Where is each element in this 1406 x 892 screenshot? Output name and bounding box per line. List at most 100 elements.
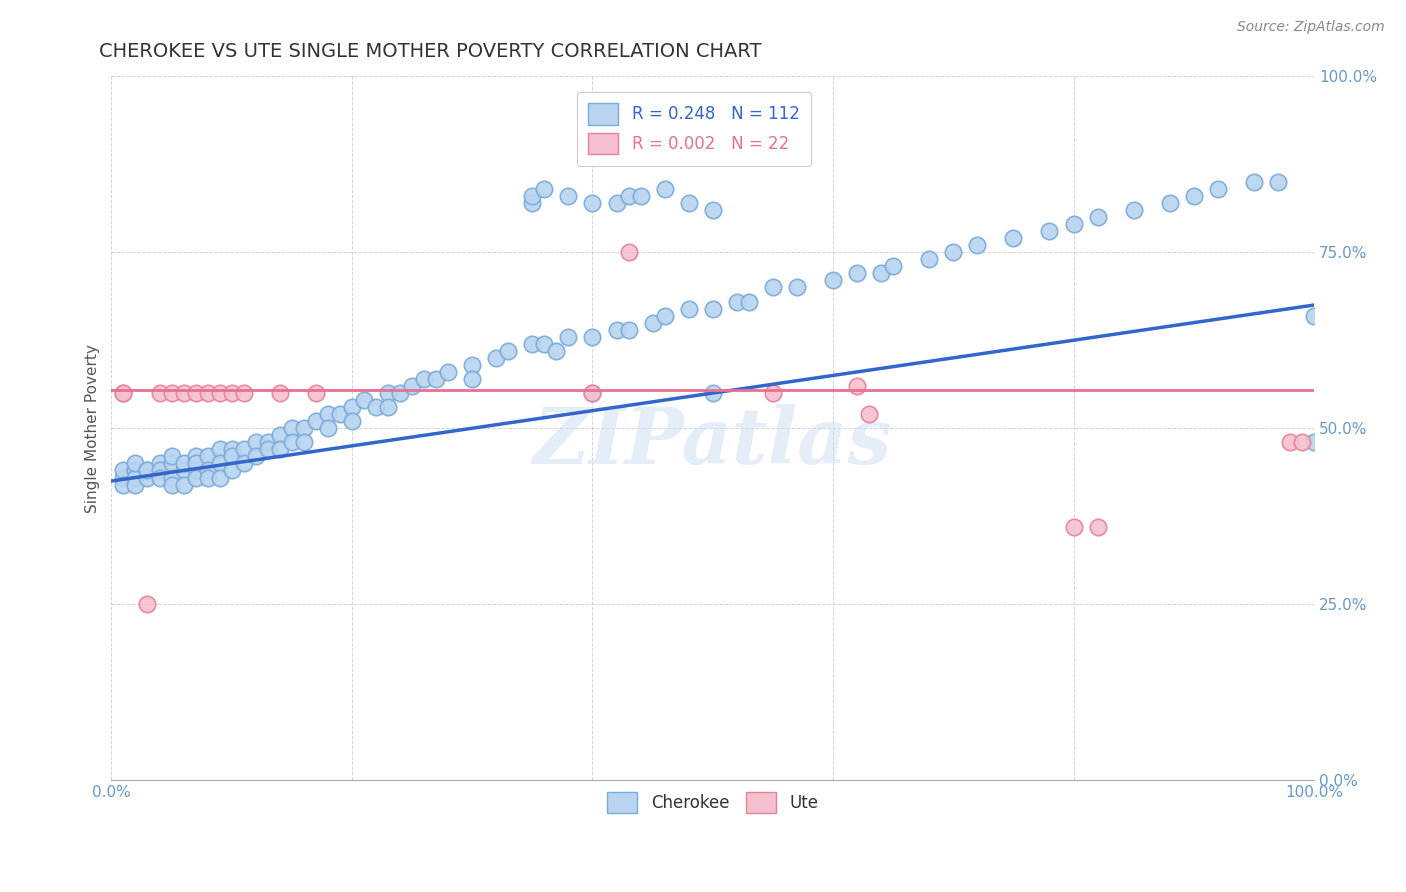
Point <box>1002 231 1025 245</box>
Point <box>124 463 146 477</box>
Point <box>846 266 869 280</box>
Point <box>112 463 135 477</box>
Point <box>401 379 423 393</box>
Point <box>197 450 219 464</box>
Point <box>617 323 640 337</box>
Point <box>112 477 135 491</box>
Point <box>316 407 339 421</box>
Point <box>485 351 508 365</box>
Point <box>305 386 328 401</box>
Point <box>269 428 291 442</box>
Point <box>160 457 183 471</box>
Point <box>858 407 880 421</box>
Point <box>425 372 447 386</box>
Point <box>546 343 568 358</box>
Point <box>581 329 603 343</box>
Point <box>208 457 231 471</box>
Point <box>316 421 339 435</box>
Point <box>197 470 219 484</box>
Point <box>617 245 640 260</box>
Point <box>112 470 135 484</box>
Point <box>581 386 603 401</box>
Point <box>1279 435 1302 450</box>
Y-axis label: Single Mother Poverty: Single Mother Poverty <box>86 343 100 513</box>
Point <box>377 400 399 414</box>
Point <box>533 182 555 196</box>
Point <box>353 393 375 408</box>
Point <box>112 386 135 401</box>
Point <box>256 435 278 450</box>
Text: CHEROKEE VS UTE SINGLE MOTHER POVERTY CORRELATION CHART: CHEROKEE VS UTE SINGLE MOTHER POVERTY CO… <box>100 42 762 61</box>
Point <box>557 189 579 203</box>
Point <box>1206 182 1229 196</box>
Point <box>1122 202 1144 217</box>
Point <box>1303 309 1326 323</box>
Point <box>1182 189 1205 203</box>
Legend: Cherokee, Ute: Cherokee, Ute <box>596 780 830 825</box>
Point <box>256 442 278 457</box>
Point <box>208 442 231 457</box>
Point <box>1267 175 1289 189</box>
Point <box>197 463 219 477</box>
Point <box>184 457 207 471</box>
Point <box>461 372 484 386</box>
Point <box>1087 210 1109 224</box>
Point <box>786 280 808 294</box>
Point <box>184 386 207 401</box>
Point <box>533 336 555 351</box>
Point <box>173 463 195 477</box>
Point <box>1063 217 1085 231</box>
Point <box>136 463 159 477</box>
Point <box>630 189 652 203</box>
Point <box>329 407 352 421</box>
Point <box>1303 435 1326 450</box>
Point <box>606 323 628 337</box>
Point <box>581 386 603 401</box>
Point <box>136 463 159 477</box>
Point <box>413 372 436 386</box>
Point <box>124 470 146 484</box>
Point <box>1063 520 1085 534</box>
Point <box>1038 224 1060 238</box>
Point <box>498 343 520 358</box>
Point <box>269 386 291 401</box>
Point <box>148 463 170 477</box>
Point <box>160 450 183 464</box>
Point <box>762 386 785 401</box>
Point <box>389 386 412 401</box>
Point <box>221 386 243 401</box>
Point <box>340 400 363 414</box>
Point <box>136 597 159 611</box>
Point <box>1159 196 1181 211</box>
Point <box>292 435 315 450</box>
Point <box>942 245 965 260</box>
Point <box>148 386 170 401</box>
Point <box>173 477 195 491</box>
Point <box>173 386 195 401</box>
Point <box>124 457 146 471</box>
Point <box>882 260 904 274</box>
Point <box>522 196 544 211</box>
Point <box>221 442 243 457</box>
Point <box>245 435 267 450</box>
Point <box>654 182 676 196</box>
Text: ZIPatlas: ZIPatlas <box>533 404 893 481</box>
Point <box>870 266 893 280</box>
Point <box>461 358 484 372</box>
Point <box>124 463 146 477</box>
Point <box>522 336 544 351</box>
Point <box>1243 175 1265 189</box>
Point <box>184 463 207 477</box>
Point <box>148 470 170 484</box>
Point <box>245 450 267 464</box>
Point <box>364 400 387 414</box>
Point <box>821 273 844 287</box>
Point <box>762 280 785 294</box>
Point <box>606 196 628 211</box>
Point <box>641 316 664 330</box>
Point <box>208 386 231 401</box>
Text: Source: ZipAtlas.com: Source: ZipAtlas.com <box>1237 20 1385 34</box>
Point <box>738 294 761 309</box>
Point <box>581 196 603 211</box>
Point <box>173 457 195 471</box>
